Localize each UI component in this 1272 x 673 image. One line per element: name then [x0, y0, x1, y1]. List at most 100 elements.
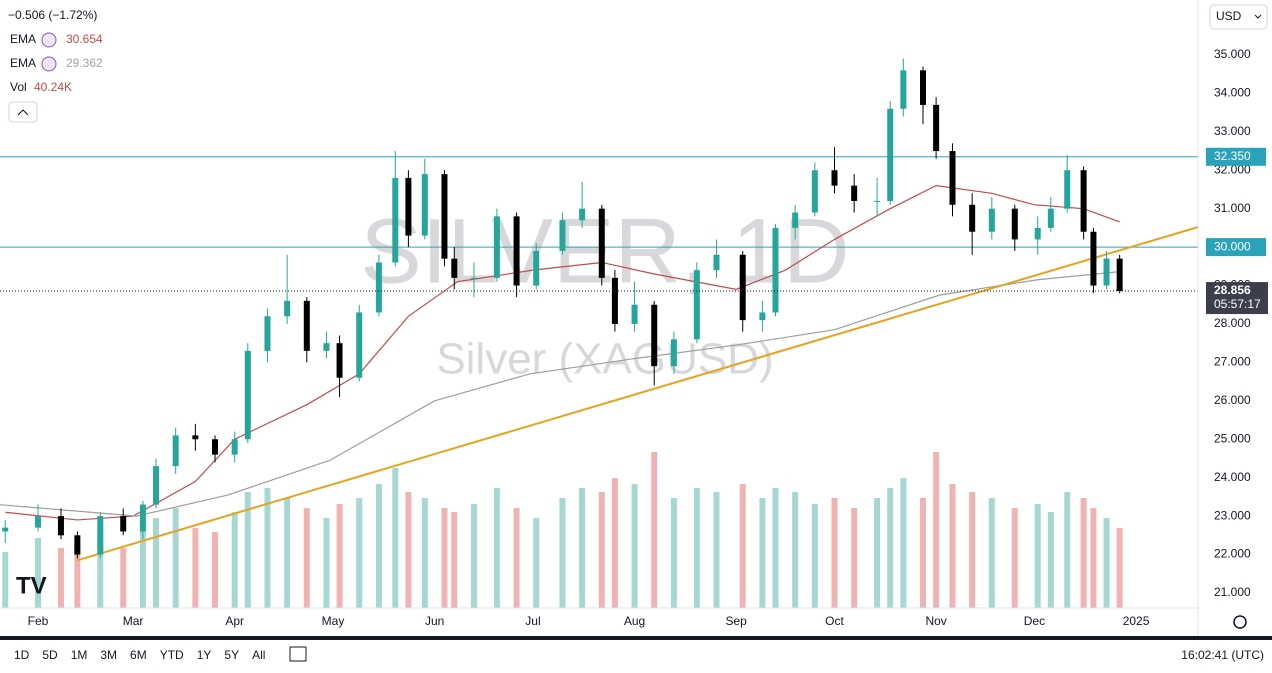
- ema-value: 30.654: [66, 32, 103, 46]
- range-button[interactable]: All: [252, 648, 265, 662]
- candle-body: [933, 104, 940, 152]
- clock: 16:02:41 (UTC): [1181, 648, 1264, 662]
- range-button[interactable]: 1M: [71, 648, 88, 662]
- volume-bar: [713, 492, 720, 608]
- level-label: 32.350: [1214, 149, 1251, 163]
- volume-bar: [493, 488, 500, 608]
- volume-bar: [421, 498, 428, 608]
- range-button[interactable]: 6M: [130, 648, 147, 662]
- volume-bar: [74, 544, 81, 608]
- calendar-icon[interactable]: [289, 646, 307, 662]
- volume-bar: [579, 488, 586, 608]
- candle-body: [920, 70, 927, 105]
- volume-bar: [284, 498, 291, 608]
- candle-body: [651, 304, 658, 367]
- candle-body: [1034, 227, 1041, 240]
- candle-body: [811, 170, 818, 213]
- range-button[interactable]: 3M: [100, 648, 117, 662]
- x-tick-label: Jul: [525, 614, 540, 628]
- volume-bar: [969, 492, 976, 608]
- x-tick-label: Mar: [123, 614, 144, 628]
- candle-body: [887, 108, 894, 201]
- volume-bar: [153, 518, 160, 608]
- candle-body: [493, 216, 500, 278]
- y-tick-label: 25.000: [1214, 431, 1251, 445]
- candle-body: [231, 439, 238, 455]
- volume-bar: [900, 478, 907, 608]
- volume-bar: [1011, 508, 1018, 608]
- candle-body: [792, 212, 799, 228]
- y-tick-label: 31.000: [1214, 201, 1251, 215]
- candle-body: [759, 312, 766, 321]
- x-tick-label: Aug: [624, 614, 645, 628]
- icon[interactable]: [41, 32, 57, 48]
- toolbar: 1D 5D 1M 3M 6M YTD 1Y 5Y All: [14, 648, 265, 662]
- y-tick-label: 26.000: [1214, 393, 1251, 407]
- y-tick-label: 22.000: [1214, 547, 1251, 561]
- candle-body: [513, 216, 520, 286]
- candle-body: [949, 151, 956, 205]
- candle-body: [670, 339, 677, 367]
- volume-bar: [57, 548, 64, 608]
- icon: [1254, 14, 1262, 19]
- candle-body: [874, 200, 881, 202]
- volume-bar: [513, 508, 520, 608]
- candle-body: [598, 208, 605, 278]
- logo: TV: [16, 572, 47, 599]
- y-tick-label: 23.000: [1214, 508, 1251, 522]
- candle-body: [1064, 170, 1071, 209]
- volume-bar: [35, 538, 42, 608]
- y-tick-label: 28.000: [1214, 316, 1251, 330]
- volume-bar: [451, 512, 458, 608]
- candle-body: [244, 350, 251, 440]
- volume-bar: [1034, 504, 1041, 608]
- countdown: 05:57:17: [1214, 297, 1261, 311]
- ema-value: 29.362: [66, 56, 103, 70]
- candle-body: [323, 343, 330, 351]
- volume-bar: [988, 498, 995, 608]
- candle-body: [1103, 258, 1110, 286]
- volume-bar: [598, 492, 605, 608]
- range-button[interactable]: 1D: [14, 648, 30, 662]
- volume-bar: [949, 484, 956, 608]
- volume-bar: [264, 488, 271, 608]
- range-button[interactable]: YTD: [160, 648, 184, 662]
- candle-body: [336, 343, 343, 378]
- volume-bar: [1103, 518, 1110, 608]
- range-button[interactable]: 5D: [42, 648, 58, 662]
- currency: USD: [1216, 9, 1242, 23]
- volume-bar: [559, 498, 566, 608]
- x-tick-label: May: [322, 614, 345, 628]
- icon[interactable]: [41, 56, 57, 72]
- volume-bar: [851, 508, 858, 608]
- candle-body: [153, 466, 160, 505]
- collapse-button[interactable]: [8, 101, 38, 123]
- y-tick-label: 21.000: [1214, 585, 1251, 599]
- change: −0.506 (−1.72%): [8, 8, 97, 22]
- candle-body: [559, 220, 566, 251]
- candle-body: [57, 516, 64, 536]
- candle-body: [611, 277, 618, 324]
- trendline: [77, 226, 1198, 562]
- volume-bar: [441, 508, 448, 608]
- volume-bar: [811, 504, 818, 608]
- volume-bar: [192, 528, 199, 608]
- volume-bar: [405, 492, 412, 608]
- candle-body: [831, 170, 838, 186]
- range-button[interactable]: 1Y: [197, 648, 212, 662]
- settings-icon[interactable]: [1233, 615, 1247, 629]
- candle-body: [631, 304, 638, 324]
- x-tick-label: Apr: [225, 614, 244, 628]
- x-tick-label: 2025: [1123, 614, 1150, 628]
- volume-bar: [693, 488, 700, 608]
- volume-bar: [759, 498, 766, 608]
- candle-body: [303, 300, 310, 351]
- candle-body: [97, 516, 104, 555]
- range-button[interactable]: 5Y: [224, 648, 239, 662]
- volume-bar: [1080, 498, 1087, 608]
- volume-bar: [920, 498, 927, 608]
- icon: [17, 109, 29, 116]
- currency-select[interactable]: [1209, 4, 1268, 30]
